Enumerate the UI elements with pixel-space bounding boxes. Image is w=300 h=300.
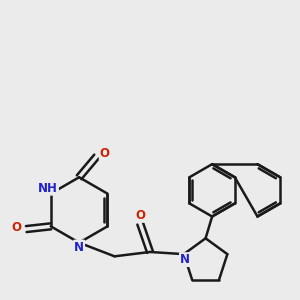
Text: N: N [74,241,84,254]
Text: N: N [180,253,190,266]
Text: O: O [100,147,110,160]
Text: O: O [135,209,145,222]
Text: O: O [11,221,21,235]
Text: NH: NH [38,182,58,195]
